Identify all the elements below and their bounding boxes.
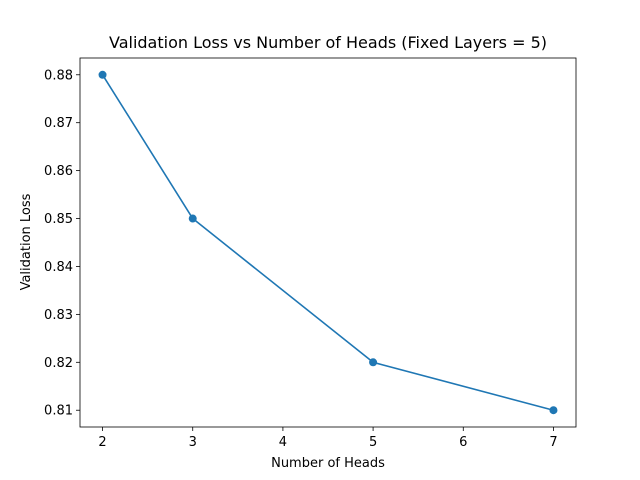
- data-point: [369, 358, 378, 367]
- data-point: [549, 406, 558, 415]
- y-tick-label: 0.83: [44, 308, 73, 323]
- series-line: [101, 74, 554, 412]
- y-tick-label: 0.87: [44, 116, 73, 131]
- x-tick-label: 3: [189, 435, 197, 450]
- data-point: [188, 214, 197, 223]
- x-tick-label: 4: [279, 435, 287, 450]
- x-tick-label: 6: [459, 435, 467, 450]
- y-axis-label: Validation Loss: [19, 193, 34, 290]
- x-tick-label: 5: [369, 435, 377, 450]
- y-tick-label: 0.82: [44, 356, 73, 371]
- x-tick-label: 2: [98, 435, 106, 450]
- y-tick-label: 0.86: [44, 164, 73, 179]
- y-tick-label: 0.84: [44, 260, 73, 275]
- y-tick-label: 0.85: [44, 212, 73, 227]
- x-tick-label: 7: [549, 435, 557, 450]
- y-tick-label: 0.81: [44, 404, 73, 419]
- y-tick-label: 0.88: [44, 68, 73, 83]
- plot-frame: [79, 57, 577, 428]
- chart-title: Validation Loss vs Number of Heads (Fixe…: [109, 33, 547, 52]
- plot-area: 2 3 4 5 6 7 0.81 0.82 0.83 0.84 0.85 0.86 0.87 0.88: [44, 57, 577, 450]
- data-point: [98, 70, 107, 79]
- x-axis-label: Number of Heads: [271, 456, 385, 471]
